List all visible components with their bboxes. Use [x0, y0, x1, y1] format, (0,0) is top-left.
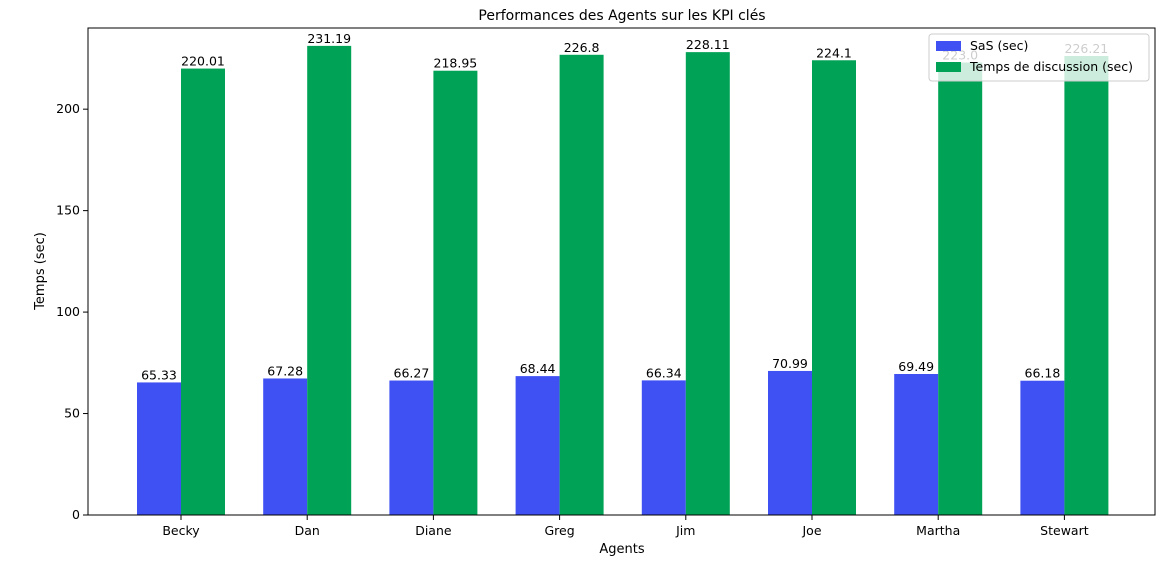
bar-value-label: 69.49	[898, 359, 934, 374]
x-tick-label: Stewart	[1040, 523, 1089, 538]
bar-value-label: 224.1	[816, 45, 852, 60]
x-tick-label: Joe	[801, 523, 821, 538]
x-tick-label: Greg	[545, 523, 575, 538]
bar-sas	[137, 382, 181, 515]
bar-sas	[1020, 380, 1065, 515]
bar-sas	[515, 376, 560, 515]
x-axis-label: Agents	[599, 542, 644, 557]
bar-discussion	[433, 70, 478, 515]
x-tick-label: Dan	[295, 523, 320, 538]
y-tick-label: 200	[56, 101, 80, 116]
y-axis-label: Temps (sec)	[33, 232, 48, 311]
bar-discussion	[812, 60, 856, 516]
bar-sas	[263, 378, 308, 515]
bar-sas	[894, 373, 939, 515]
bar-value-label: 65.33	[141, 367, 177, 382]
plot-area: 0 50 100 150 200 65.33 220.01 Becky 67.28 231.19 D…	[56, 31, 1109, 538]
y-tick-label: 50	[64, 406, 80, 421]
bar-value-label: 70.99	[772, 356, 808, 371]
bar-sas	[641, 380, 686, 515]
x-tick-label: Martha	[916, 523, 960, 538]
bar-sas	[389, 380, 434, 515]
bar-value-label: 68.44	[520, 361, 556, 376]
bar-value-label: 226.8	[564, 40, 600, 55]
y-tick-label: 100	[56, 304, 80, 319]
bar-sas	[768, 370, 812, 515]
bar-value-label: 67.28	[267, 363, 303, 378]
bar-discussion	[559, 54, 604, 515]
bar-value-label: 228.11	[686, 37, 730, 52]
bar-discussion	[181, 68, 225, 515]
legend-label-sas: SaS (sec)	[970, 38, 1028, 53]
chart-title: Performances des Agents sur les KPI clés	[478, 8, 765, 24]
plot-frame	[87, 27, 1156, 516]
bar-value-label: 218.95	[434, 56, 478, 71]
legend: SaS (sec) Temps de discussion (sec)	[928, 33, 1150, 82]
legend-label-discussion: Temps de discussion (sec)	[969, 59, 1133, 74]
bar-value-label: 220.01	[181, 54, 225, 69]
y-tick-label: 0	[72, 507, 80, 522]
bar-discussion	[1064, 55, 1109, 515]
bar-discussion	[938, 62, 983, 515]
bar-value-label: 66.27	[394, 366, 430, 381]
bar-value-label: 66.34	[646, 365, 682, 380]
legend-box	[928, 33, 1150, 82]
bar-value-label: 231.19	[307, 31, 351, 46]
legend-swatch-discussion	[936, 62, 961, 72]
x-tick-label: Jim	[675, 523, 695, 538]
bar-discussion	[307, 45, 352, 516]
legend-swatch-sas	[936, 41, 961, 51]
bar-discussion	[685, 52, 730, 515]
bar-value-label: 66.18	[1025, 366, 1061, 381]
x-tick-label: Diane	[415, 523, 452, 538]
x-tick-label: Becky	[162, 523, 200, 538]
y-tick-label: 150	[56, 203, 80, 218]
